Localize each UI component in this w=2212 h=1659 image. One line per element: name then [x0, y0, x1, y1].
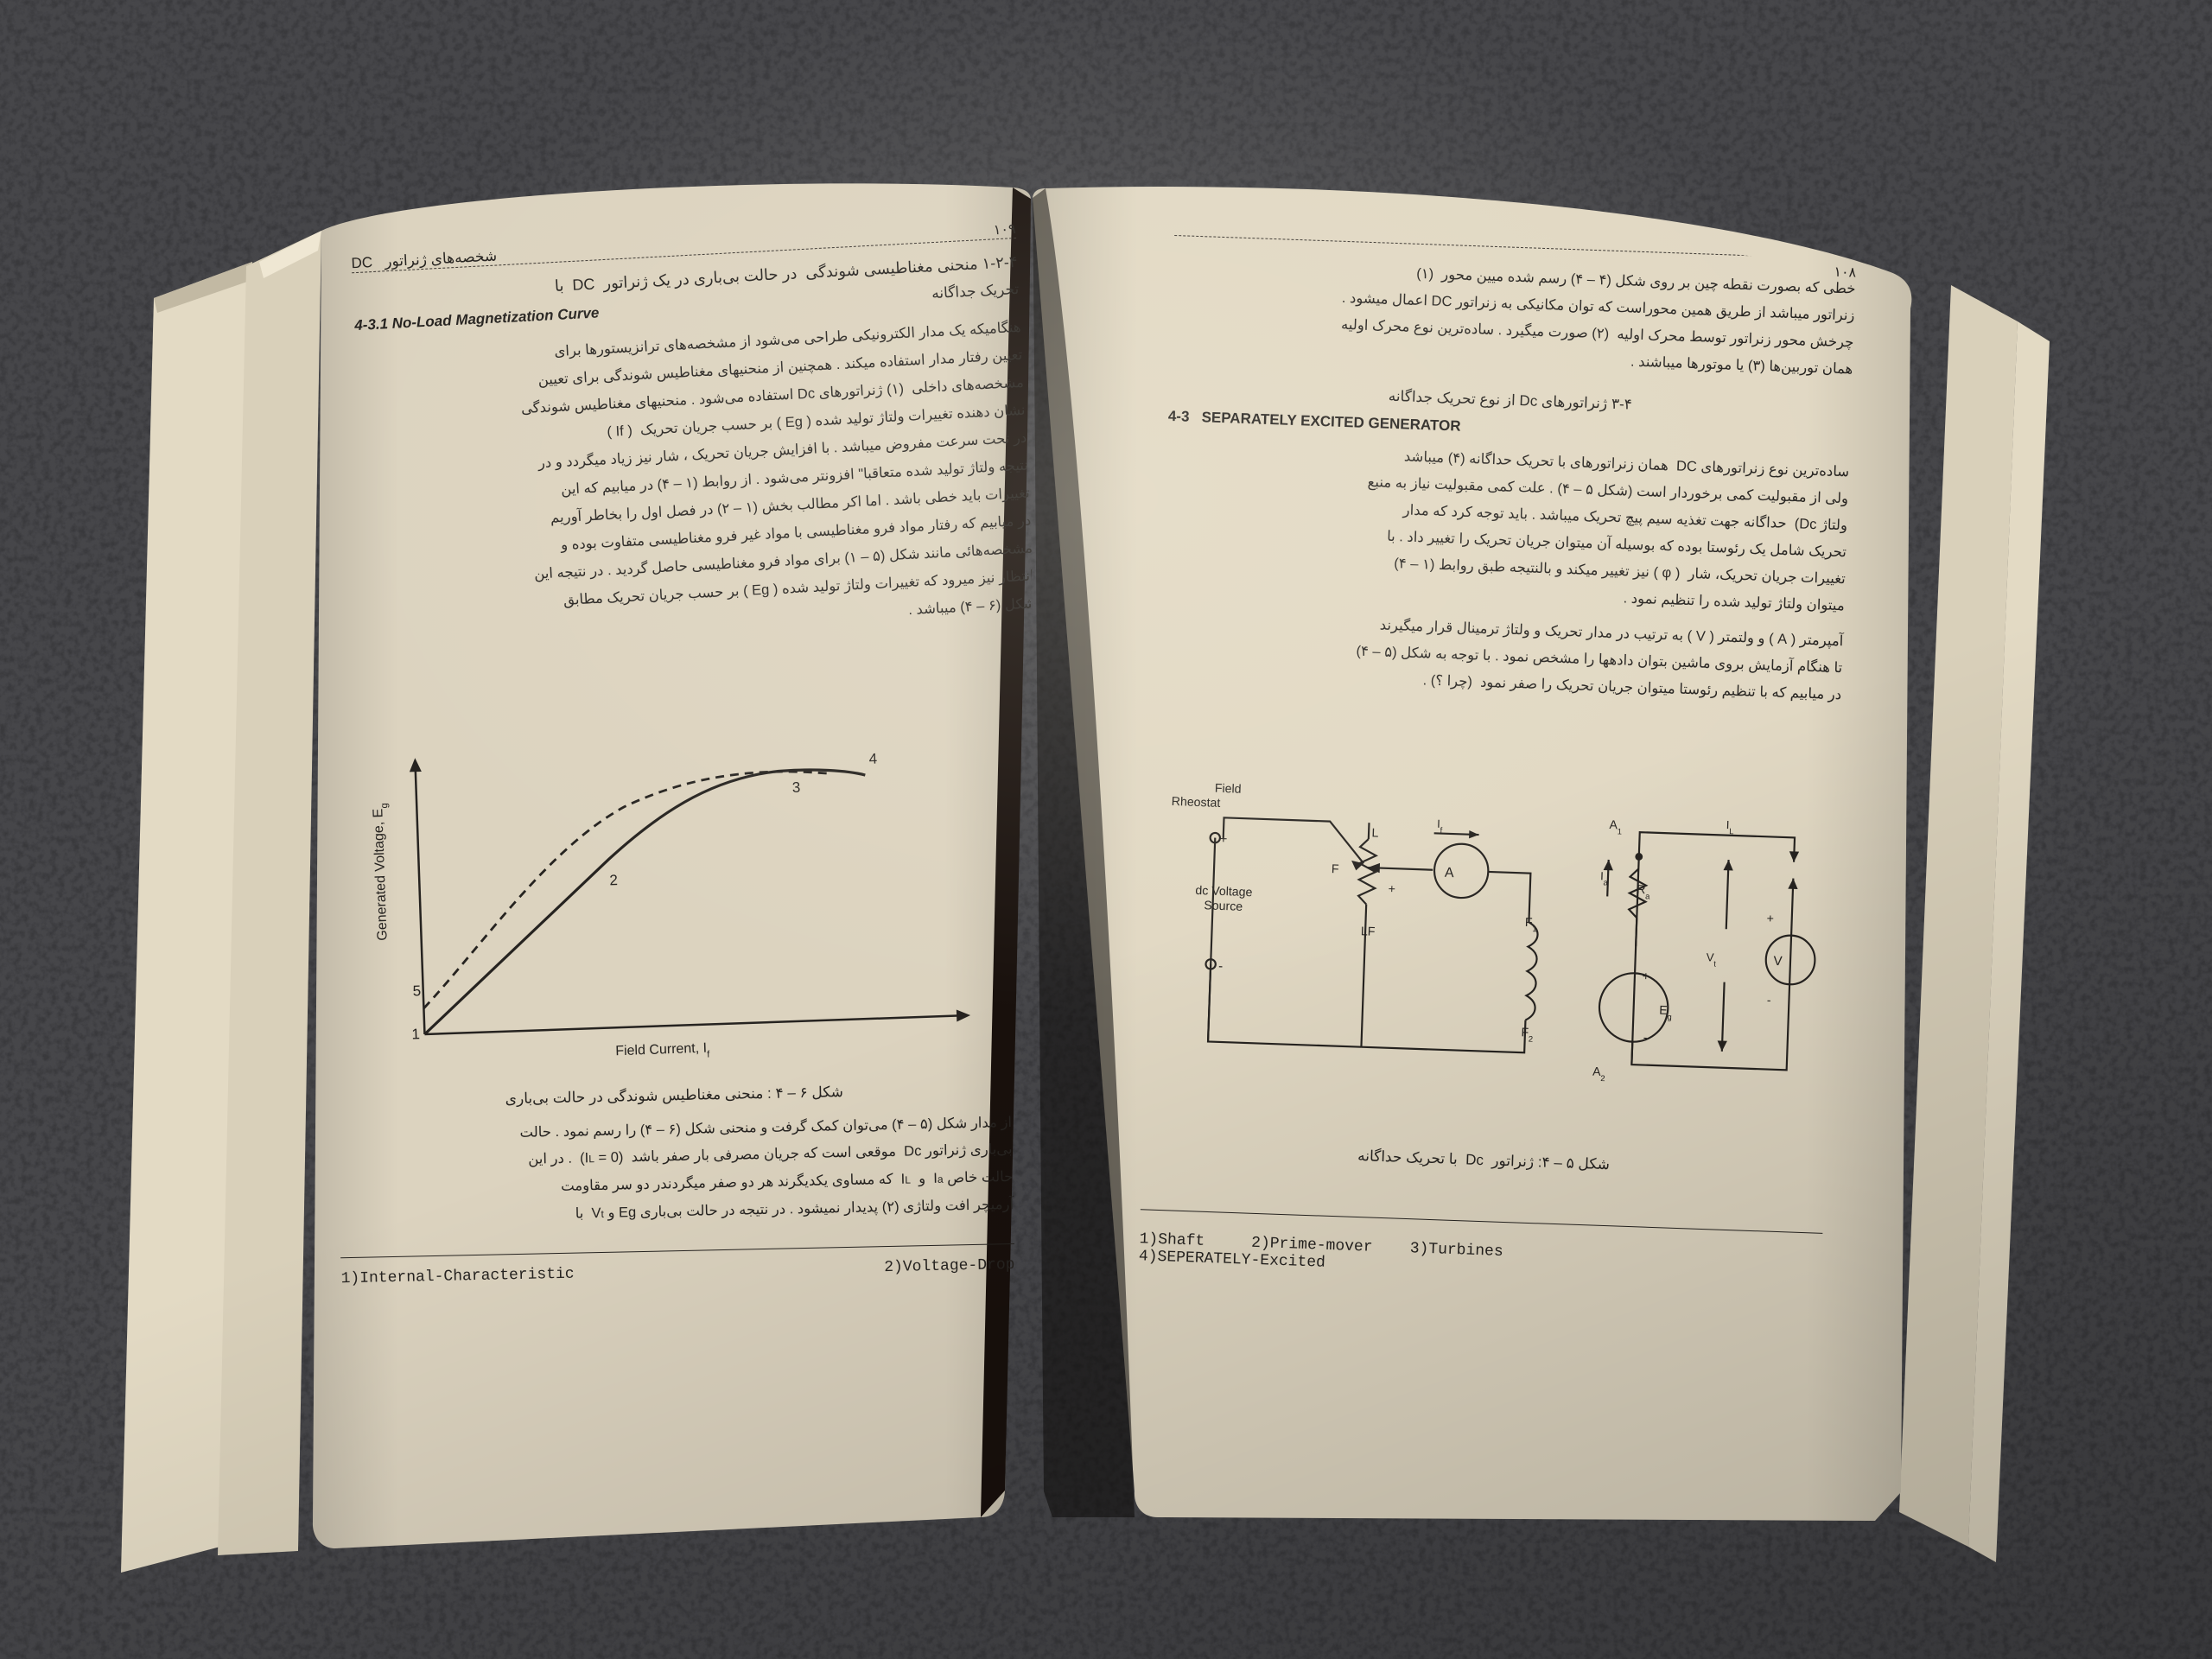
- svg-text:V: V: [1773, 954, 1783, 969]
- svg-text:+: +: [1642, 969, 1649, 983]
- svg-text:Field: Field: [1215, 782, 1242, 797]
- svg-text:F2: F2: [1521, 1026, 1534, 1044]
- svg-text:IL: IL: [1726, 818, 1734, 836]
- svg-text:-: -: [1218, 959, 1224, 974]
- svg-text:+: +: [1219, 831, 1228, 846]
- svg-text:A2: A2: [1592, 1065, 1605, 1084]
- svg-text:Generated Voltage, Eg: Generated Voltage, Eg: [371, 803, 395, 941]
- svg-text:1: 1: [411, 1026, 420, 1042]
- svg-text:-: -: [1643, 1031, 1648, 1045]
- svg-text:+: +: [1766, 912, 1774, 925]
- svg-text:3: 3: [791, 779, 800, 796]
- svg-text:+: +: [1388, 882, 1395, 896]
- svg-text:4: 4: [868, 751, 877, 767]
- svg-text:5: 5: [412, 982, 421, 999]
- svg-text:A: A: [1445, 865, 1455, 880]
- svg-text:Source: Source: [1204, 899, 1243, 914]
- svg-text:A1: A1: [1609, 818, 1622, 836]
- svg-text:Field Current, If: Field Current, If: [615, 1040, 711, 1063]
- svg-text:LF: LF: [1361, 925, 1376, 939]
- svg-text:L: L: [1371, 826, 1379, 840]
- svg-text:2: 2: [609, 872, 618, 888]
- svg-text:F1: F1: [1524, 916, 1537, 934]
- svg-text:F: F: [1332, 862, 1340, 876]
- svg-text:-: -: [1767, 994, 1772, 1007]
- svg-text:Rheostat: Rheostat: [1171, 795, 1220, 810]
- svg-text:Vt: Vt: [1706, 950, 1717, 969]
- svg-text:dc Voltage: dc Voltage: [1195, 884, 1253, 899]
